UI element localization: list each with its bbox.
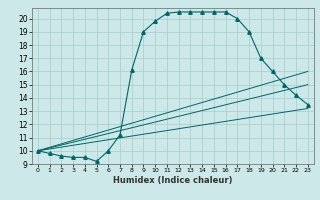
X-axis label: Humidex (Indice chaleur): Humidex (Indice chaleur) [113,176,233,185]
